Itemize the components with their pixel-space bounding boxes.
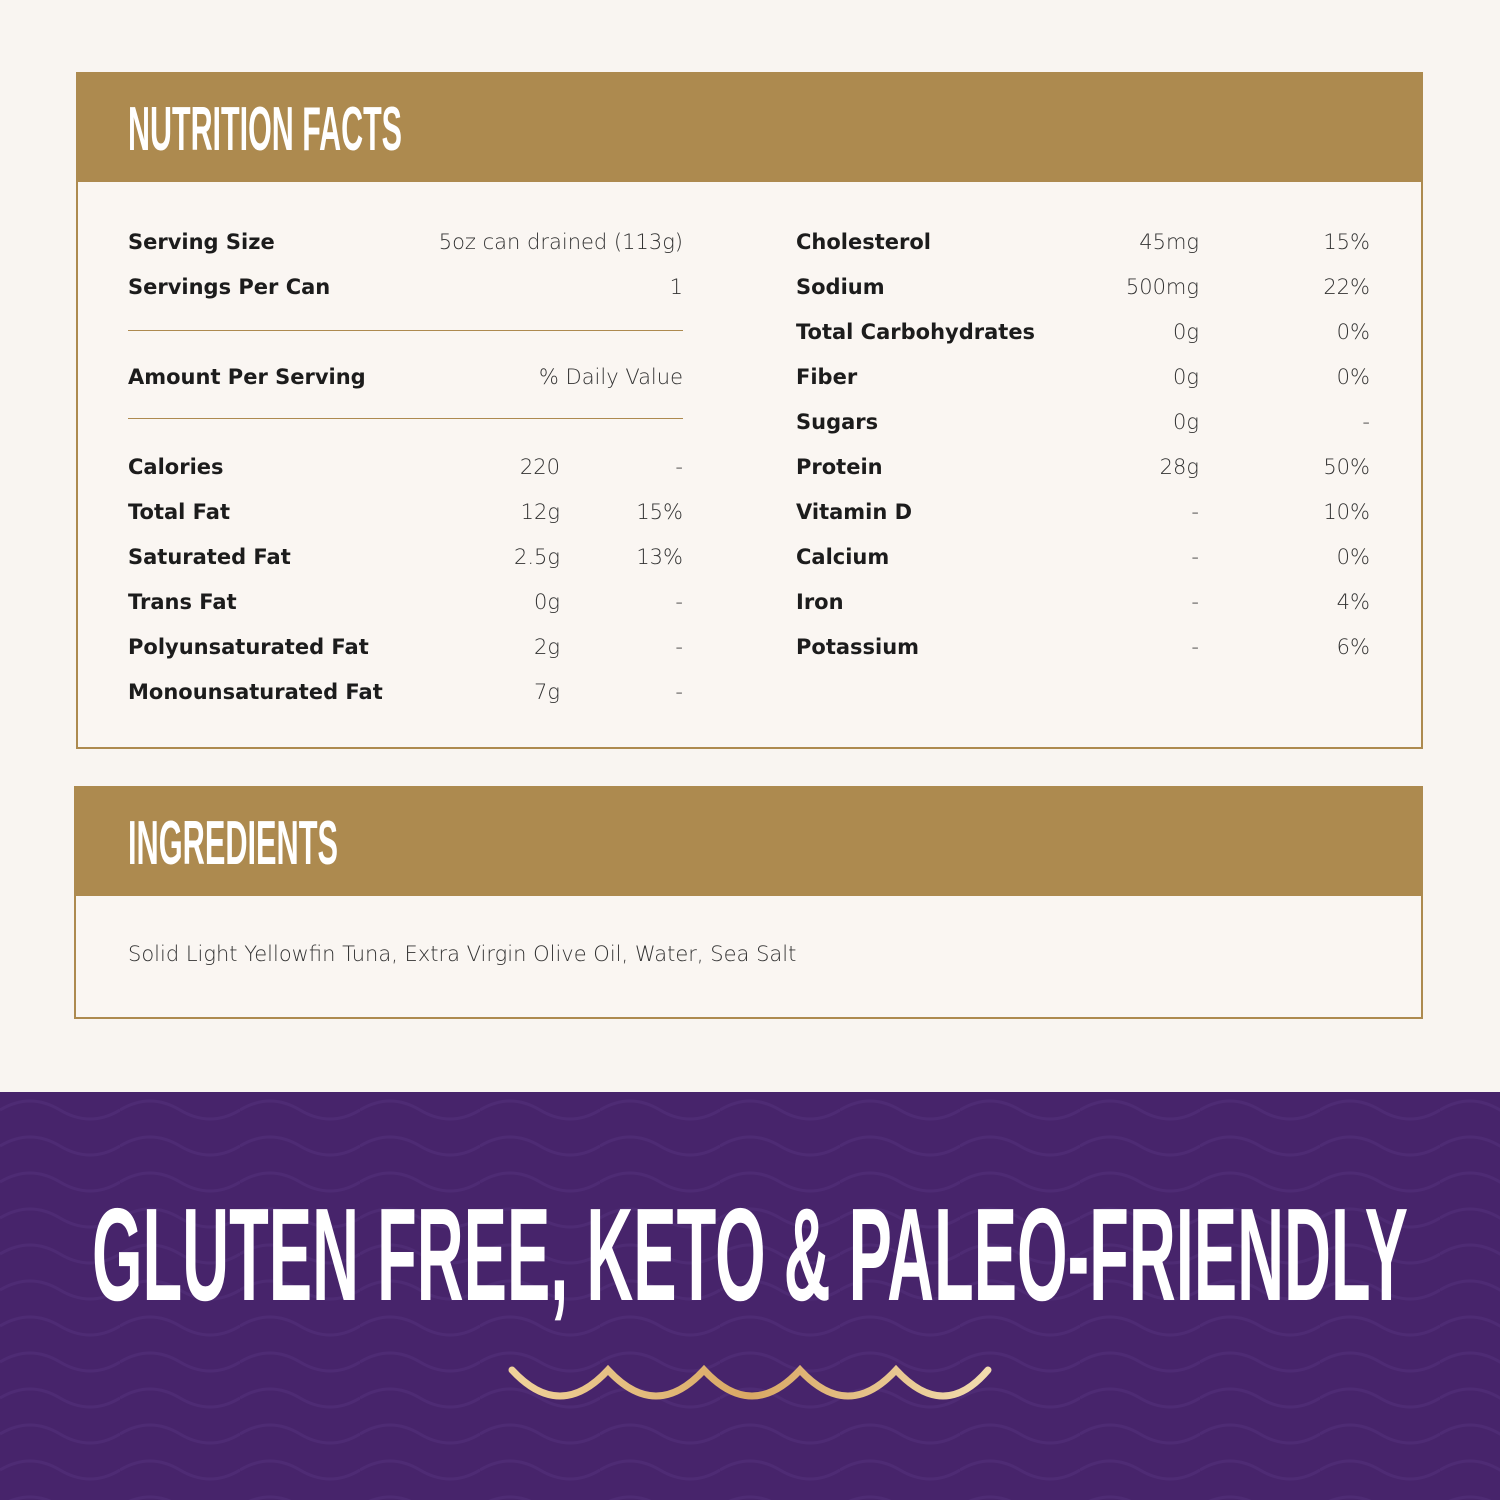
nutrient-row: Sugars 0g -: [796, 407, 1370, 437]
nutrient-daily-value: 15%: [636, 500, 683, 524]
nutrient-row: Potassium - 6%: [796, 632, 1370, 662]
divider: [128, 418, 683, 419]
nutrient-amount: 220: [519, 455, 560, 479]
nutrient-amount: 12g: [520, 500, 560, 524]
nutrient-amount: 2.5g: [514, 545, 560, 569]
nutrient-label: Potassium: [796, 635, 920, 659]
wave-pattern-background: [0, 1092, 1500, 1500]
nutrition-facts-title: NUTRITION FACTS: [128, 95, 402, 164]
amount-per-serving-label: Amount Per Serving: [128, 365, 366, 389]
nutrient-amount: 500mg: [1125, 275, 1199, 299]
nutrient-daily-value: 6%: [1336, 635, 1370, 659]
nutrient-label: Trans Fat: [128, 590, 237, 614]
claims-banner: GLUTEN FREE, KETO & PALEO-FRIENDLY: [0, 1092, 1500, 1500]
nutrient-daily-value: -: [1362, 410, 1370, 434]
nutrient-label: Calcium: [796, 545, 890, 569]
ingredients-header: INGREDIENTS: [74, 786, 1423, 896]
daily-value-header: % Daily Value: [538, 365, 683, 389]
servings-per-can-value: 1: [669, 275, 683, 299]
nutrient-amount: -: [1191, 500, 1199, 524]
nutrient-daily-value: -: [675, 680, 683, 704]
nutrient-daily-value: 15%: [1323, 230, 1370, 254]
nutrient-row: Trans Fat 0g -: [128, 587, 683, 617]
ingredients-title: INGREDIENTS: [128, 809, 338, 878]
wave-icon: [508, 1364, 992, 1400]
divider: [128, 330, 683, 331]
nutrient-daily-value: 13%: [636, 545, 683, 569]
nutrient-daily-value: 4%: [1336, 590, 1370, 614]
nutrient-row: Monounsaturated Fat 7g -: [128, 677, 683, 707]
nutrient-daily-value: 0%: [1336, 365, 1370, 389]
nutrient-label: Sugars: [796, 410, 879, 434]
nutrient-amount: -: [1191, 635, 1199, 659]
nutrient-daily-value: 22%: [1323, 275, 1370, 299]
nutrient-amount: 7g: [534, 680, 560, 704]
nutrient-label: Total Carbohydrates: [796, 320, 1036, 344]
nutrient-label: Sodium: [796, 275, 885, 299]
nutrition-facts-header: NUTRITION FACTS: [76, 72, 1423, 182]
servings-per-can-row: Servings Per Can 1: [128, 272, 683, 302]
nutrient-row: Calcium - 0%: [796, 542, 1370, 572]
nutrient-row: Protein 28g 50%: [796, 452, 1370, 482]
nutrient-amount: 0g: [1173, 365, 1199, 389]
nutrient-daily-value: 0%: [1336, 545, 1370, 569]
serving-size-label: Serving Size: [128, 230, 275, 254]
servings-per-can-label: Servings Per Can: [128, 275, 331, 299]
nutrient-daily-value: 10%: [1323, 500, 1370, 524]
nutrient-row: Sodium 500mg 22%: [796, 272, 1370, 302]
nutrient-daily-value: 50%: [1323, 455, 1370, 479]
nutrient-amount: 0g: [1173, 320, 1199, 344]
nutrient-daily-value: -: [675, 590, 683, 614]
nutrient-row: Polyunsaturated Fat 2g -: [128, 632, 683, 662]
nutrient-amount: 28g: [1159, 455, 1199, 479]
serving-size-value: 5oz can drained (113g): [438, 230, 683, 254]
nutrient-daily-value: -: [675, 455, 683, 479]
nutrient-label: Monounsaturated Fat: [128, 680, 383, 704]
nutrient-row: Fiber 0g 0%: [796, 362, 1370, 392]
nutrient-label: Protein: [796, 455, 883, 479]
nutrient-label: Cholesterol: [796, 230, 931, 254]
nutrient-amount: -: [1191, 545, 1199, 569]
nutrient-label: Total Fat: [128, 500, 231, 524]
nutrient-amount: 0g: [1173, 410, 1199, 434]
nutrient-label: Saturated Fat: [128, 545, 291, 569]
nutrient-row: Vitamin D - 10%: [796, 497, 1370, 527]
nutrient-label: Fiber: [796, 365, 858, 389]
nutrient-row: Saturated Fat 2.5g 13%: [128, 542, 683, 572]
nutrient-label: Polyunsaturated Fat: [128, 635, 369, 659]
nutrient-label: Iron: [796, 590, 844, 614]
nutrient-label: Calories: [128, 455, 224, 479]
nutrient-row: Cholesterol 45mg 15%: [796, 227, 1370, 257]
nutrient-row: Total Carbohydrates 0g 0%: [796, 317, 1370, 347]
banner-headline: GLUTEN FREE, KETO & PALEO-FRIENDLY: [92, 1181, 1408, 1328]
nutrient-row: Total Fat 12g 15%: [128, 497, 683, 527]
ingredients-panel: INGREDIENTS Solid Light Yellowfin Tuna, …: [74, 786, 1423, 1019]
nutrition-facts-panel: NUTRITION FACTS Serving Size 5oz can dra…: [76, 72, 1423, 749]
nutrient-amount: 45mg: [1139, 230, 1199, 254]
nutrient-amount: 0g: [534, 590, 560, 614]
serving-size-row: Serving Size 5oz can drained (113g): [128, 227, 683, 257]
nutrient-daily-value: -: [675, 635, 683, 659]
nutrient-amount: -: [1191, 590, 1199, 614]
nutrient-label: Vitamin D: [796, 500, 913, 524]
nutrient-row: Calories 220 -: [128, 452, 683, 482]
nutrient-row: Iron - 4%: [796, 587, 1370, 617]
nutrient-daily-value: 0%: [1336, 320, 1370, 344]
nutrient-amount: 2g: [534, 635, 560, 659]
amount-per-serving-row: Amount Per Serving % Daily Value: [128, 362, 683, 392]
ingredients-text: Solid Light Yellowfin Tuna, Extra Virgin…: [128, 942, 797, 966]
